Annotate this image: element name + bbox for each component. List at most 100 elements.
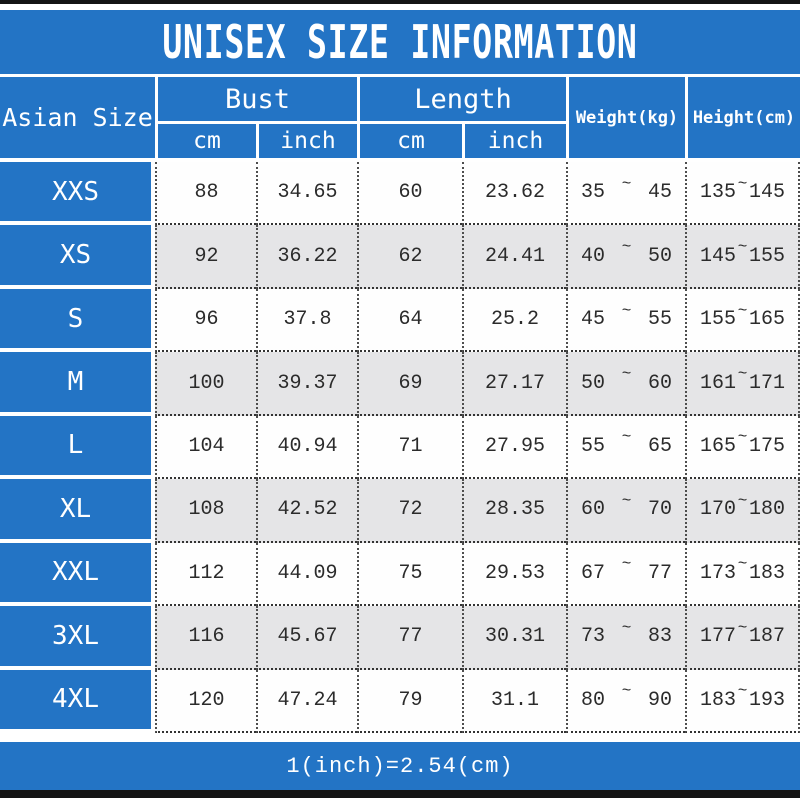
weight-cell: 45 ~55 (566, 288, 685, 353)
table-row-xxs: XXS 88 34.65 60 23.62 35 ~45 135 ~145 (0, 162, 800, 226)
length-cm-cell: 69 (357, 352, 462, 416)
table-row-xs: XS 92 36.22 62 24.41 40 ~50 145 ~155 (0, 225, 800, 289)
bust-inch-cell: 40.94 (256, 415, 357, 480)
height-cell: 183 ~193 (685, 669, 800, 733)
bust-cm-cell: 108 (155, 479, 256, 543)
size-cell: 4XL (0, 669, 155, 733)
weight-cell: 55 ~65 (566, 415, 685, 480)
tilde-symbol: ~ (621, 428, 632, 447)
length-inch-cell: 28.35 (462, 479, 566, 543)
size-cell: S (0, 288, 155, 353)
tilde-symbol: ~ (737, 618, 748, 637)
table-body: XXS 88 34.65 60 23.62 35 ~45 135 ~145 XS 9… (0, 162, 800, 733)
tilde-symbol: ~ (621, 555, 632, 574)
bust-cm-cell: 88 (155, 162, 256, 226)
bust-cm-cell: 112 (155, 542, 256, 607)
top-black-bar (0, 0, 800, 4)
length-cm-cell: 64 (357, 288, 462, 353)
length-cm-cell: 60 (357, 162, 462, 226)
bust-cm-cell: 96 (155, 288, 256, 353)
bust-inch-cell: 42.52 (256, 479, 357, 543)
height-cell: 170 ~180 (685, 479, 800, 543)
weight-cell: 73 ~83 (566, 606, 685, 670)
bust-inch-cell: 36.22 (256, 225, 357, 289)
length-inch-cell: 25.2 (462, 288, 566, 353)
length-cm-cell: 77 (357, 606, 462, 670)
header-length-cm: cm (357, 121, 462, 158)
tilde-symbol: ~ (737, 174, 748, 193)
bust-inch-cell: 44.09 (256, 542, 357, 607)
height-cell: 173 ~183 (685, 542, 800, 607)
tilde-symbol: ~ (737, 238, 748, 257)
tilde-symbol: ~ (621, 174, 632, 193)
size-cell: XXS (0, 162, 155, 226)
tilde-symbol: ~ (621, 682, 632, 701)
table-row-l: L 104 40.94 71 27.95 55 ~65 165 ~175 (0, 415, 800, 480)
length-inch-cell: 27.95 (462, 415, 566, 480)
header-bust-group: Bust (155, 77, 357, 121)
height-cell: 165 ~175 (685, 415, 800, 480)
table-row-xl: XL 108 42.52 72 28.35 60 ~70 170 ~180 (0, 479, 800, 543)
header-length-group: Length (357, 77, 566, 121)
length-cm-cell: 62 (357, 225, 462, 289)
tilde-symbol: ~ (737, 682, 748, 701)
height-cell: 155 ~165 (685, 288, 800, 353)
table-row-xxl: XXL 112 44.09 75 29.53 67 ~77 173 ~183 (0, 542, 800, 607)
weight-cell: 80 ~90 (566, 669, 685, 733)
tilde-symbol: ~ (621, 238, 632, 257)
tilde-symbol: ~ (737, 365, 748, 384)
conversion-note-band: 1(inch)=2.54(cm) (0, 742, 800, 790)
height-cell: 177 ~187 (685, 606, 800, 670)
length-cm-cell: 72 (357, 479, 462, 543)
height-cell: 145 ~155 (685, 225, 800, 289)
tilde-symbol: ~ (621, 618, 632, 637)
header-bust-cm: cm (155, 121, 256, 158)
length-inch-cell: 31.1 (462, 669, 566, 733)
header-height: Height(cm) (685, 77, 800, 158)
weight-cell: 35 ~45 (566, 162, 685, 226)
weight-cell: 50 ~60 (566, 352, 685, 416)
bust-cm-cell: 116 (155, 606, 256, 670)
size-cell: M (0, 352, 155, 416)
weight-cell: 40 ~50 (566, 225, 685, 289)
length-cm-cell: 79 (357, 669, 462, 733)
tilde-symbol: ~ (621, 301, 632, 320)
bust-cm-cell: 104 (155, 415, 256, 480)
table-row-3xl: 3XL 116 45.67 77 30.31 73 ~83 177 ~187 (0, 606, 800, 670)
size-cell: L (0, 415, 155, 480)
header-bust-inch: inch (256, 121, 357, 158)
bust-cm-cell: 120 (155, 669, 256, 733)
tilde-symbol: ~ (737, 555, 748, 574)
tilde-symbol: ~ (737, 491, 748, 510)
length-cm-cell: 71 (357, 415, 462, 480)
length-cm-cell: 75 (357, 542, 462, 607)
length-inch-cell: 27.17 (462, 352, 566, 416)
length-inch-cell: 30.31 (462, 606, 566, 670)
header-weight: Weight(kg) (566, 77, 685, 158)
table-row-s: S 96 37.8 64 25.2 45 ~55 155 ~165 (0, 288, 800, 353)
height-cell: 135 ~145 (685, 162, 800, 226)
weight-cell: 67 ~77 (566, 542, 685, 607)
header-length-inch: inch (462, 121, 566, 158)
length-inch-cell: 23.62 (462, 162, 566, 226)
size-cell: XL (0, 479, 155, 543)
table-header: Asian Size Bust Length Weight(kg) Height… (0, 77, 800, 158)
tilde-symbol: ~ (621, 365, 632, 384)
bust-cm-cell: 100 (155, 352, 256, 416)
bust-inch-cell: 45.67 (256, 606, 357, 670)
height-cell: 161 ~171 (685, 352, 800, 416)
bust-inch-cell: 47.24 (256, 669, 357, 733)
page-title: UNISEX SIZE INFORMATION (162, 15, 638, 69)
bottom-black-bar (0, 790, 800, 798)
tilde-symbol: ~ (737, 301, 748, 320)
title-band: UNISEX SIZE INFORMATION (0, 10, 800, 74)
size-cell: XXL (0, 542, 155, 607)
bust-inch-cell: 37.8 (256, 288, 357, 353)
tilde-symbol: ~ (621, 491, 632, 510)
table-row-m: M 100 39.37 69 27.17 50 ~60 161 ~171 (0, 352, 800, 416)
weight-cell: 60 ~70 (566, 479, 685, 543)
header-asian-size: Asian Size (2, 103, 153, 132)
bust-cm-cell: 92 (155, 225, 256, 289)
length-inch-cell: 29.53 (462, 542, 566, 607)
